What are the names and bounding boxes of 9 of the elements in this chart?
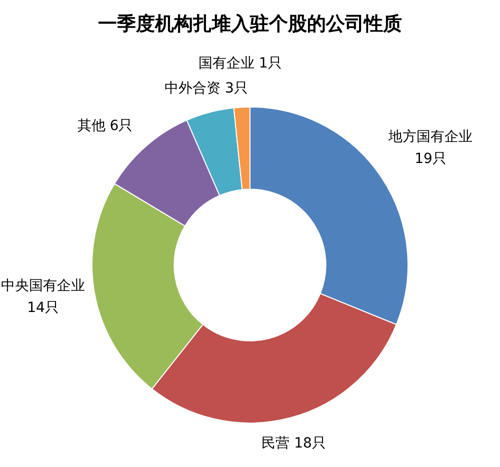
slice-label: 中外合资 3只 — [164, 80, 248, 97]
slice-label: 民营 18只 — [262, 435, 326, 452]
slice-label: 国有企业 1只 — [198, 55, 282, 72]
data-label: 14只 — [27, 300, 59, 316]
data-label: 19只 — [414, 150, 446, 167]
slice-label: 其他 6只 — [77, 118, 133, 134]
slice-label: 地方国有企业 — [388, 128, 473, 145]
chart-title: 一季度机构扎堆入驻个股的公司性质 — [98, 13, 402, 35]
slice-label: 中央国有企业 — [0, 278, 85, 294]
